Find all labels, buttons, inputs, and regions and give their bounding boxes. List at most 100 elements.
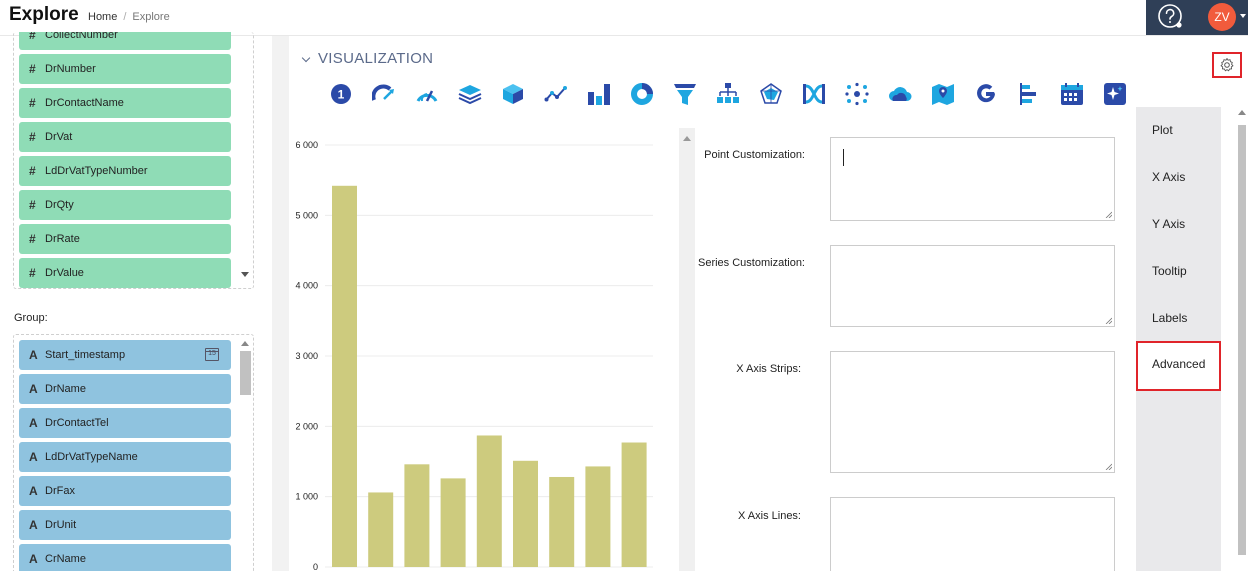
tab-labels[interactable]: Labels xyxy=(1152,311,1188,325)
x-axis-strips-input[interactable] xyxy=(830,351,1115,473)
group-field-item[interactable]: A LdDrVatTypeName xyxy=(19,442,231,472)
measure-field-item[interactable]: # DrVat xyxy=(19,122,231,152)
group-field-item[interactable]: A Start_timestamp 15 xyxy=(19,340,231,370)
measure-field-item[interactable]: # DrNumber xyxy=(19,54,231,84)
group-field-item[interactable]: A DrContactTel xyxy=(19,408,231,438)
hash-icon: # xyxy=(29,32,36,42)
google-icon[interactable] xyxy=(974,82,998,106)
field-label: DrNumber xyxy=(45,63,96,75)
chart-bar[interactable] xyxy=(476,435,502,567)
breadcrumb-home-link[interactable]: Home xyxy=(88,11,118,23)
hash-icon: # xyxy=(29,232,36,246)
text-type-icon: A xyxy=(29,484,38,498)
settings-button[interactable] xyxy=(1212,52,1242,78)
map-icon[interactable] xyxy=(931,82,955,106)
group-field-item[interactable]: A CrName xyxy=(19,544,231,571)
resize-handle-icon[interactable] xyxy=(1105,463,1112,470)
measure-field-item[interactable]: # DrValue xyxy=(19,258,231,288)
chart-bar[interactable] xyxy=(332,185,357,567)
field-label: DrFax xyxy=(45,485,75,497)
groups-scrollbar[interactable] xyxy=(237,335,253,571)
tab-tooltip[interactable]: Tooltip xyxy=(1152,264,1187,278)
radar-icon[interactable] xyxy=(759,82,783,106)
chart-bar[interactable] xyxy=(368,492,394,567)
gear-icon xyxy=(1220,58,1234,72)
text-type-icon: A xyxy=(29,518,38,532)
hash-icon: # xyxy=(29,164,36,178)
tab-plot[interactable]: Plot xyxy=(1152,123,1173,137)
avatar[interactable]: ZV xyxy=(1208,3,1236,31)
layers-icon[interactable] xyxy=(458,82,482,106)
calendar-icon[interactable] xyxy=(1060,82,1084,106)
y-tick-label: 4 000 xyxy=(295,281,318,291)
text-cursor xyxy=(843,149,844,166)
field-label: DrContactName xyxy=(45,97,124,109)
chevron-down-icon[interactable] xyxy=(1240,14,1246,18)
x-axis-lines-input[interactable] xyxy=(830,497,1115,571)
field-label: DrVat xyxy=(45,131,73,143)
chart-bar[interactable] xyxy=(549,476,575,567)
header: Explore Home / Explore ZV xyxy=(0,0,1248,36)
y-tick-label: 0 xyxy=(313,562,318,571)
field-label: DrName xyxy=(45,383,86,395)
resize-handle-icon[interactable] xyxy=(1105,211,1112,218)
measure-field-item[interactable]: # DrQty xyxy=(19,190,231,220)
measure-field-item[interactable]: # CollectNumber xyxy=(19,32,231,50)
resize-handle-icon[interactable] xyxy=(1105,317,1112,324)
field-label: DrContactTel xyxy=(45,417,109,429)
svg-text:1: 1 xyxy=(338,88,345,102)
bar-chart-icon[interactable] xyxy=(587,82,611,106)
tab-advanced[interactable]: Advanced xyxy=(1136,341,1221,391)
field-label: CrName xyxy=(45,553,86,565)
chart-bar[interactable] xyxy=(621,442,647,567)
tab-y-axis[interactable]: Y Axis xyxy=(1152,217,1186,231)
line-chart-icon[interactable] xyxy=(544,82,568,106)
tree-icon[interactable] xyxy=(716,82,740,106)
speedometer-icon[interactable] xyxy=(415,82,439,106)
chart-preview: 0 1 000 2 000 3 000 4 000 5 000 6 000 xyxy=(289,128,679,571)
measure-field-item[interactable]: # LdDrVatTypeNumber xyxy=(19,156,231,186)
gauge-arrow-icon[interactable] xyxy=(371,82,396,106)
chart-scrollbar[interactable] xyxy=(679,128,695,571)
chevron-down-icon[interactable] xyxy=(301,53,311,63)
group-label: Group: xyxy=(14,312,48,324)
group-field-item[interactable]: A DrUnit xyxy=(19,510,231,540)
panel-divider[interactable] xyxy=(272,36,289,571)
field-label: DrRate xyxy=(45,233,80,245)
sankey-icon[interactable] xyxy=(802,82,826,106)
group-field-item[interactable]: A DrName xyxy=(19,374,231,404)
tab-x-axis[interactable]: X Axis xyxy=(1152,170,1186,184)
hash-icon: # xyxy=(29,266,36,280)
x-axis-strips-label: X Axis Strips: xyxy=(736,363,801,375)
gantt-icon[interactable] xyxy=(1017,82,1041,106)
cloud-icon[interactable] xyxy=(888,82,912,106)
chart-bar[interactable] xyxy=(440,478,466,567)
measure-field-item[interactable]: # DrContactName xyxy=(19,88,231,118)
field-label: LdDrVatTypeName xyxy=(45,451,138,463)
settings-scrollbar[interactable] xyxy=(1236,107,1248,571)
calendar-icon[interactable]: 15 xyxy=(205,348,219,361)
text-type-icon: A xyxy=(29,416,38,430)
help-icon[interactable] xyxy=(1156,2,1186,32)
funnel-icon[interactable] xyxy=(673,82,697,106)
y-tick-label: 1 000 xyxy=(295,492,318,502)
measure-field-item[interactable]: # DrRate xyxy=(19,224,231,254)
number-icon[interactable]: 1 xyxy=(329,82,353,106)
fields-panel: # CollectNumber # DrNumber # DrContactName # Dr… xyxy=(0,32,272,571)
donut-icon[interactable] xyxy=(630,82,654,106)
group-field-item[interactable]: A DrFax xyxy=(19,476,231,506)
chart-bar[interactable] xyxy=(585,466,611,567)
chart-bar[interactable] xyxy=(404,464,430,567)
measures-scrollbar[interactable] xyxy=(237,32,253,288)
point-customization-input[interactable] xyxy=(830,137,1115,221)
sparkle-icon[interactable] xyxy=(1103,82,1127,106)
text-type-icon: A xyxy=(29,450,38,464)
series-customization-input[interactable] xyxy=(830,245,1115,327)
cube-icon[interactable] xyxy=(501,82,525,106)
network-icon[interactable] xyxy=(845,82,869,106)
visualization-header[interactable]: VISUALIZATION xyxy=(301,50,433,67)
page-title: Explore xyxy=(9,4,79,25)
series-customization-label: Series Customization: xyxy=(698,257,805,269)
chart-bar[interactable] xyxy=(513,460,538,567)
breadcrumb-current: Explore xyxy=(132,11,170,23)
